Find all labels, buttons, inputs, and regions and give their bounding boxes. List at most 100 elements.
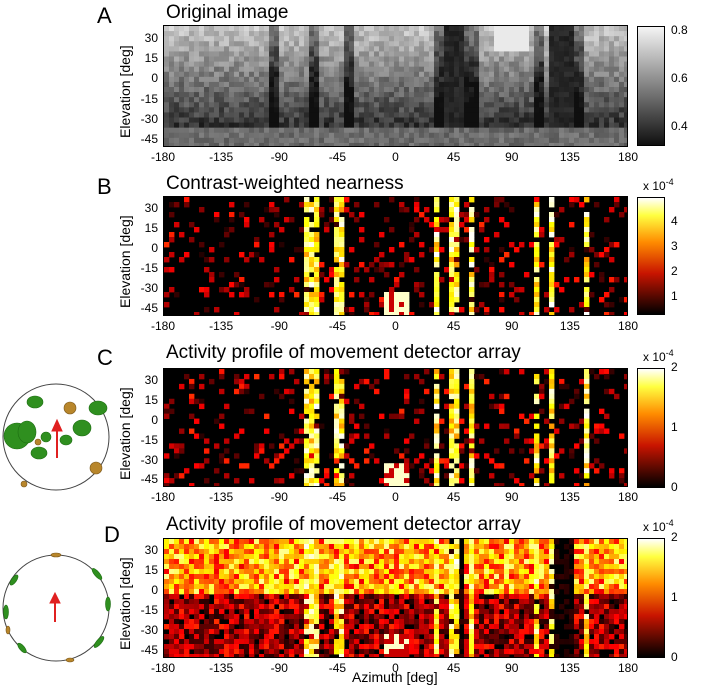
heatmap-cell — [214, 71, 220, 78]
heatmap-cell — [489, 458, 495, 464]
heatmap-cell — [309, 564, 315, 570]
heatmap-cell — [554, 137, 560, 144]
heatmap-cell — [399, 564, 405, 570]
heatmap-cell — [474, 41, 480, 47]
heatmap-cell — [364, 31, 370, 37]
heatmap-cell — [519, 132, 525, 139]
heatmap-cell — [514, 564, 520, 570]
heatmap-cell — [339, 282, 345, 288]
heatmap-cell — [314, 41, 320, 47]
heatmap-cell — [514, 102, 520, 108]
heatmap-cell — [504, 393, 510, 400]
heatmap-cell — [299, 614, 305, 620]
heatmap-cell — [219, 137, 225, 144]
heatmap-cell — [339, 418, 345, 424]
heatmap-cell — [579, 71, 585, 78]
heatmap-cell — [579, 87, 585, 93]
heatmap-cell — [529, 137, 535, 144]
heatmap-cell — [489, 277, 495, 283]
heatmap-cell — [299, 97, 305, 103]
heatmap-cell — [454, 51, 460, 57]
heatmap-cell — [419, 554, 425, 560]
heatmap-cell — [549, 423, 555, 429]
heatmap-cell — [539, 56, 545, 62]
heatmap-cell — [214, 56, 220, 62]
heatmap-cell — [344, 102, 350, 108]
heatmap-cell — [454, 539, 460, 545]
heatmap-cell — [309, 373, 315, 380]
heatmap-cell — [414, 56, 420, 62]
heatmap-cell — [499, 599, 505, 605]
heatmap-cell — [254, 242, 260, 248]
heatmap-cell — [554, 107, 560, 113]
heatmap-cell — [584, 408, 590, 415]
heatmap-cell — [424, 559, 430, 565]
heatmap-cell — [359, 112, 365, 118]
heatmap-cell — [219, 127, 225, 134]
heatmap-cell — [579, 579, 585, 585]
heatmap-cell — [599, 564, 605, 570]
heatmap-cell — [239, 132, 245, 139]
heatmap-cell — [309, 137, 315, 144]
heatmap-cell — [569, 609, 575, 615]
heatmap-cell — [314, 609, 320, 615]
heatmap-cell — [404, 554, 410, 560]
heatmap-cell — [374, 257, 380, 263]
heatmap-cell — [549, 282, 555, 288]
heatmap-cell — [319, 614, 325, 620]
heatmap-cell — [494, 232, 500, 238]
heatmap-cell — [234, 544, 240, 550]
heatmap-cell — [394, 584, 400, 590]
heatmap-cell — [244, 292, 250, 298]
heatmap-cell — [549, 433, 555, 439]
heatmap-cell — [604, 102, 610, 108]
heatmap-cell — [499, 36, 505, 42]
heatmap-cell — [429, 102, 435, 108]
heatmap-cell — [374, 66, 380, 73]
heatmap-cell — [304, 428, 310, 434]
heatmap-cell — [274, 453, 280, 459]
heatmap-cell — [324, 76, 330, 83]
heatmap-cell — [334, 56, 340, 62]
heatmap-cell — [619, 473, 625, 479]
heatmap-cell — [409, 614, 415, 620]
heatmap-cell — [429, 31, 435, 37]
heatmap-cell — [404, 544, 410, 550]
heatmap-cell — [304, 307, 310, 313]
heatmap-cell — [224, 559, 230, 565]
x-tick-label: -180 — [150, 150, 176, 164]
heatmap-cell — [499, 539, 505, 545]
heatmap-cell — [494, 61, 500, 68]
heatmap-cell — [439, 599, 445, 605]
heatmap-cell — [549, 92, 555, 98]
heatmap-cell — [469, 398, 475, 405]
heatmap-cell — [359, 117, 365, 123]
heatmap-cell — [339, 262, 345, 268]
heatmap-cell — [624, 81, 627, 88]
heatmap-cell — [189, 584, 195, 590]
heatmap-cell — [384, 428, 390, 434]
heatmap-cell — [404, 393, 410, 400]
heatmap-cell — [539, 76, 545, 83]
heatmap-cell — [284, 31, 290, 37]
heatmap-cell — [449, 247, 455, 253]
heatmap-cell — [194, 112, 200, 118]
y-tick-label: -45 — [140, 643, 158, 658]
heatmap-cell — [279, 549, 285, 555]
heatmap-cell — [244, 112, 250, 118]
heatmap-cell — [379, 76, 385, 83]
heatmap-cell — [609, 31, 615, 37]
heatmap-cell — [389, 539, 395, 545]
heatmap-cell — [319, 594, 325, 600]
heatmap-cell — [199, 207, 205, 213]
heatmap-cell — [369, 574, 375, 580]
heatmap-cell — [559, 107, 565, 113]
heatmap-cell — [464, 559, 470, 565]
heatmap-cell — [454, 76, 460, 83]
heatmap-cell — [409, 92, 415, 98]
heatmap-cell — [289, 398, 295, 405]
heatmap-cell — [599, 112, 605, 118]
heatmap-cell — [189, 539, 195, 545]
heatmap-cell — [504, 127, 510, 134]
heatmap-cell — [334, 61, 340, 68]
